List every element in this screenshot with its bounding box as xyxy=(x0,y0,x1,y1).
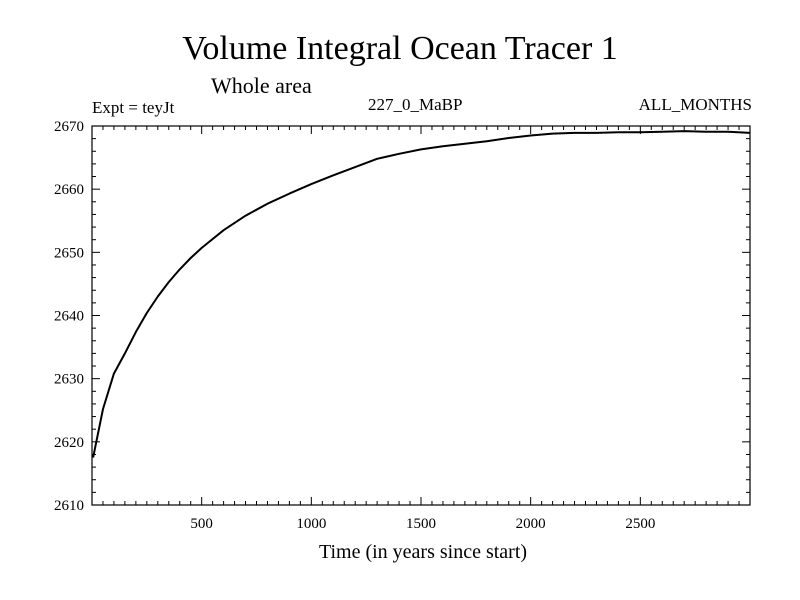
plot-frame xyxy=(91,125,751,506)
y-tick-label: 2670 xyxy=(54,119,84,135)
axis-ticks: 500 1000 1500 2000 2500 2610 2620 2630 2640 2650 2… xyxy=(54,119,750,532)
x-tick-label: 500 xyxy=(190,516,213,532)
y-tick-label: 2630 xyxy=(54,372,84,388)
x-tick-label: 1000 xyxy=(296,516,326,532)
y-tick-label: 2620 xyxy=(54,435,84,451)
x-tick-label: 2500 xyxy=(625,516,655,532)
x-tick-label: 1500 xyxy=(406,516,436,532)
y-tick-label: 2650 xyxy=(54,245,84,261)
series-group xyxy=(92,130,751,458)
chart-title: Volume Integral Ocean Tracer 1 xyxy=(182,30,618,67)
experiment-label: Expt = teyJt xyxy=(92,98,175,117)
y-tick-label: 2660 xyxy=(54,182,84,198)
y-tick-label: 2610 xyxy=(54,498,84,514)
period-label: 227_0_MaBP xyxy=(368,95,463,114)
series-line xyxy=(92,130,751,458)
months-label: ALL_MONTHS xyxy=(638,95,752,114)
x-tick-label: 2000 xyxy=(516,516,546,532)
y-tick-label: 2640 xyxy=(54,309,84,325)
chart-subtitle: Whole area xyxy=(211,73,312,98)
x-axis-label: Time (in years since start) xyxy=(319,541,527,563)
